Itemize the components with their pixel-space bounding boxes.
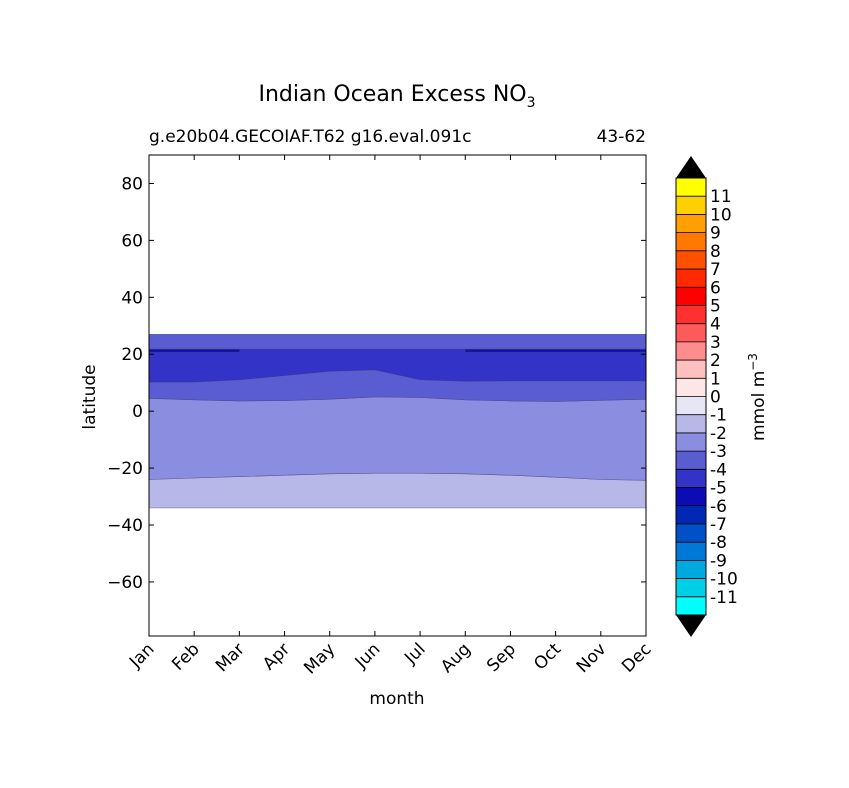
colorbar-tick-label: -5 — [710, 479, 727, 499]
y-tick-label: 20 — [121, 345, 143, 365]
colorbar-cell — [676, 305, 706, 324]
x-tick-label: Aug — [437, 639, 475, 677]
y-tick-label: 40 — [121, 288, 143, 308]
colorbar-cell — [676, 451, 706, 470]
colorbar-over-arrow — [676, 156, 706, 178]
colorbar-cell — [676, 542, 706, 561]
colorbar-cell — [676, 232, 706, 252]
x-tick-label: Dec — [618, 639, 655, 676]
colorbar-cell — [676, 341, 706, 361]
contour-bands — [148, 333, 647, 509]
x-tick-label: Apr — [259, 639, 294, 674]
colorbar-cell — [676, 578, 706, 598]
subtitle-right: 43-62 — [597, 127, 646, 147]
contour-band-1-0 — [148, 396, 647, 481]
x-tick-label: Sep — [483, 639, 520, 676]
colorbar-tick-label: 10 — [710, 205, 732, 225]
colorbar-tick-label: -6 — [710, 497, 727, 517]
y-tick-label: 0 — [132, 402, 143, 422]
colorbar-tick-label: -1 — [710, 406, 727, 426]
colorbar-cell — [676, 250, 706, 270]
colorbar-under-arrow — [676, 615, 706, 637]
colorbar-cells — [676, 178, 706, 616]
x-tick-label: Nov — [573, 639, 611, 677]
x-tick-label: Feb — [168, 639, 203, 674]
colorbar-cell — [676, 360, 706, 379]
y-tick-label: −40 — [107, 516, 143, 536]
colorbar-cell — [676, 523, 706, 543]
colorbar-cell — [676, 396, 706, 416]
colorbar-tick-label: 4 — [710, 315, 721, 335]
plot-area: Jan Feb Mar Apr May Jun Jul Aug Sep Oct Nov Dec 80 6… — [107, 154, 656, 678]
colorbar-cell — [676, 596, 706, 616]
chart-title: Indian Ocean Excess NO3 — [258, 82, 535, 111]
y-tick-label: 80 — [121, 174, 143, 194]
y-tick-label: −20 — [107, 459, 143, 479]
x-tick-label: Jul — [400, 639, 429, 668]
x-tick-label: May — [300, 639, 339, 678]
contour-band-4-1 — [464, 349, 647, 353]
colorbar-tick-label: 11 — [710, 187, 732, 207]
colorbar-tick-label: -9 — [710, 551, 727, 571]
x-axis-label: month — [369, 689, 424, 709]
plot-frame — [148, 154, 647, 637]
colorbar-cell — [676, 178, 706, 197]
colorbar-tick-label: -2 — [710, 424, 727, 444]
colorbar-cell — [676, 269, 706, 288]
x-tick-label: Mar — [212, 639, 249, 676]
contour-band-0-0 — [148, 472, 647, 509]
colorbar-tick-label: 0 — [710, 388, 721, 408]
colorbar-tick-label: 6 — [710, 278, 721, 298]
colorbar-cell — [676, 487, 706, 507]
colorbar-cell — [676, 196, 706, 215]
colorbar-cell — [676, 287, 706, 306]
colorbar-cell — [676, 323, 706, 343]
y-axis-label: latitude — [80, 364, 100, 429]
colorbar-cell — [676, 505, 706, 525]
colorbar-tick-label: -4 — [710, 460, 727, 480]
subtitle-left: g.e20b04.GECOIAF.T62 g16.eval.091c — [149, 127, 471, 147]
colorbar-cell — [676, 214, 706, 233]
colorbar-label: mmol m−3 — [746, 353, 769, 441]
colorbar-tick-label: -11 — [710, 588, 738, 608]
colorbar-tick-label: -7 — [710, 515, 727, 535]
x-tick-label: Jun — [351, 639, 385, 673]
colorbar-tick-label: -8 — [710, 533, 727, 553]
x-tick-label: Oct — [530, 639, 565, 674]
colorbar-tick-label: -10 — [710, 570, 738, 590]
colorbar-cell — [676, 378, 706, 397]
colorbar-cell — [676, 469, 706, 488]
colorbar-tick-label: 8 — [710, 242, 721, 262]
y-tick-label: −60 — [107, 573, 143, 593]
colorbar-tick-label: 1 — [710, 369, 721, 389]
colorbar-tick-label: 5 — [710, 296, 721, 316]
colorbar-cell — [676, 432, 706, 452]
colorbar-tick-label: 2 — [710, 351, 721, 371]
colorbar-cell — [676, 560, 706, 579]
contour-band-4-0 — [148, 349, 240, 353]
colorbar-tick-label: -3 — [710, 442, 727, 462]
colorbar-cell — [676, 414, 706, 434]
colorbar-tick-label: 3 — [710, 333, 721, 353]
colorbar-tick-label: 7 — [710, 260, 721, 280]
y-tick-label: 60 — [121, 231, 143, 251]
colorbar-tick-label: 9 — [710, 224, 721, 244]
y-ticks: 80 60 40 20 0 −20 −40 −60 — [107, 174, 646, 593]
x-tick-label: Jan — [125, 639, 158, 672]
